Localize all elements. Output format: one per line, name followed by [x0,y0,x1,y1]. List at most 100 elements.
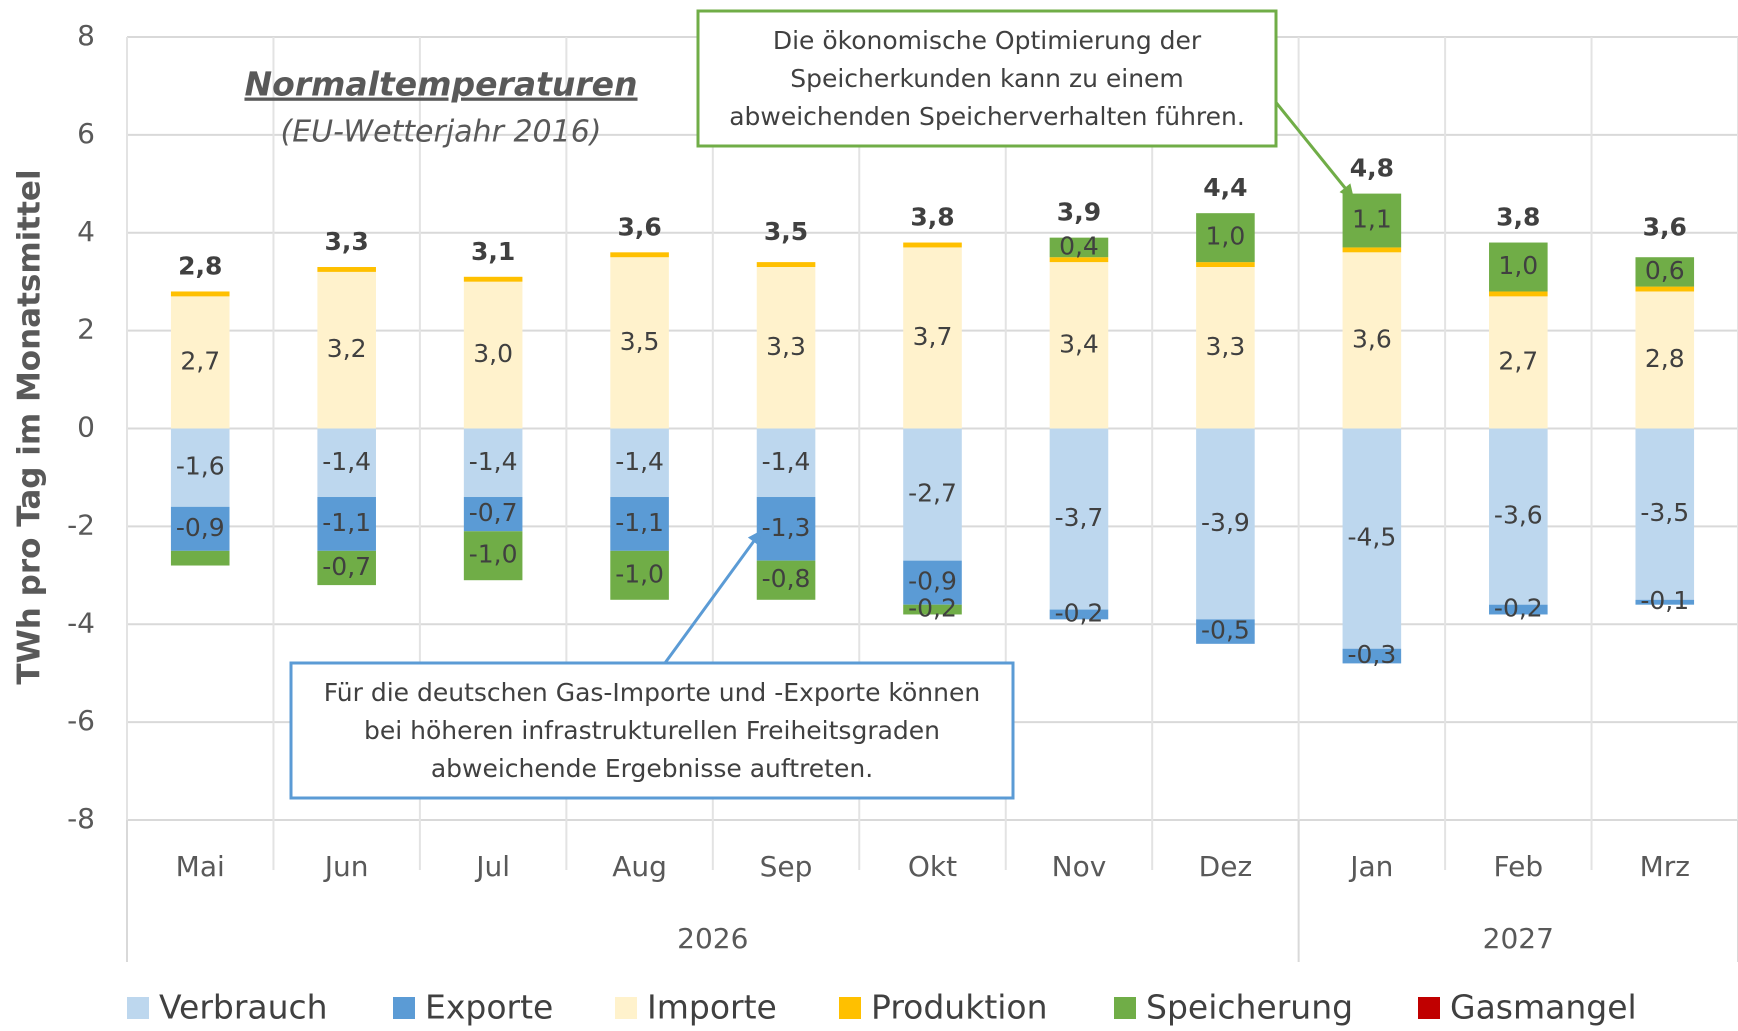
legend-label: Verbrauch [159,988,328,1027]
bar-segment [1635,291,1695,429]
bar-segment [1489,242,1548,292]
y-tick-label: -4 [67,606,95,639]
bar-segment [903,247,962,429]
y-tick-label: 0 [77,411,95,444]
bar-segment [1049,428,1109,610]
x-tick-label: Sep [760,850,813,883]
data-label: 2,7 [1498,346,1538,375]
data-label: -2,7 [908,479,957,508]
legend-swatch [1418,997,1440,1019]
bar-segment [1635,428,1695,600]
subtitle-note: (EU-Wetterjahr 2016) [280,115,601,150]
bar-segment [756,560,816,600]
data-label: -1,3 [762,513,811,542]
data-label: 0,4 [1059,231,1099,260]
legend-swatch [1114,997,1136,1019]
bar-segment [463,276,523,282]
y-tick-label: 2 [77,313,95,346]
data-label: -0,3 [1347,640,1396,669]
data-label: -1,1 [615,508,664,537]
data-label: 1,0 [1498,251,1538,280]
bar-segment [170,291,230,297]
bar-segment [903,428,962,561]
y-tick-label: 8 [77,19,95,52]
data-label: -3,5 [1640,498,1689,527]
bar-segment [1635,257,1695,287]
data-label: -1,1 [322,508,371,537]
data-label: 3,2 [327,334,367,363]
total-label: 4,4 [1203,173,1247,202]
legend-swatch [615,997,637,1019]
data-label: -0,7 [322,552,371,581]
bar-segment [1196,267,1255,429]
bar-segment [170,296,230,429]
bar-segment [1489,291,1548,297]
bar-segment [1196,428,1255,620]
data-label: 3,6 [1352,324,1392,353]
annotation-text: Für die deutschen Gas-Importe und -Expor… [324,678,980,707]
x-tick-label: Aug [612,850,667,883]
total-label: 3,8 [1496,203,1540,232]
bar-segment [463,281,523,429]
legend-swatch [127,997,149,1019]
bar-segment [903,560,962,605]
y-tick-label: -6 [67,704,95,737]
legend-label: Exporte [425,988,553,1027]
bar-segment [1342,247,1402,253]
x-tick-label: Dez [1199,850,1252,883]
x-tick-label: Okt [908,850,957,883]
bar-segment [317,428,376,498]
data-label: 3,3 [766,332,806,361]
bar-segment [1342,193,1402,248]
bar-segment [170,506,230,551]
x-tick-label: Jun [323,850,369,883]
data-label: 1,0 [1206,222,1246,251]
arrow-head [747,530,762,546]
data-label: 3,4 [1059,329,1099,358]
annotation-arrow [663,529,764,664]
total-label: 3,9 [1057,198,1101,227]
data-label: -0,1 [1640,586,1689,615]
bar-segment [1049,237,1109,258]
bar-segment [756,428,816,498]
subtitle: Normaltemperaturen [244,65,637,104]
bar-segment [1049,609,1109,620]
total-label: 4,8 [1350,154,1394,183]
annotation-text: bei höheren infrastrukturellen Freiheits… [364,716,940,745]
annotation-box [696,9,1278,148]
bar-segment [1196,262,1255,268]
x-tick-label: Nov [1052,850,1107,883]
data-label: 3,3 [1206,332,1246,361]
annotation-box [289,661,1015,800]
data-label: -3,6 [1494,501,1543,530]
bar-segment [1635,599,1695,605]
bar-segment [756,497,816,561]
total-label: 3,6 [1643,212,1687,241]
annotation-arrow [1272,99,1356,200]
bar-segment [1489,604,1548,615]
data-label: -0,2 [1055,598,1104,627]
bar-segment [1489,296,1548,429]
data-label: -0,9 [176,513,225,542]
bar-segment [1342,648,1402,664]
annotation-text: Die ökonomische Optimierung der [773,26,1202,55]
bar-segment [170,550,230,566]
bar-segment [1049,257,1109,263]
x-tick-label: Jul [474,850,510,883]
bar-segment [610,497,669,551]
x-tick-label: Mrz [1640,850,1690,883]
data-label: -1,6 [176,452,225,481]
data-label: -1,4 [615,447,664,476]
bar-segment [170,428,230,507]
bar-segment [756,262,816,268]
data-label: -1,4 [762,447,811,476]
bar-segment [610,550,669,600]
annotation-text: abweichenden Speicherverhalten führen. [729,102,1245,131]
bar-segment [317,497,376,551]
bar-segment [1196,619,1255,644]
y-tick-label: 4 [77,215,95,248]
data-label: 3,7 [913,322,953,351]
y-tick-label: -2 [67,508,95,541]
y-tick-label: 6 [77,117,95,150]
x-tick-label: Feb [1494,850,1544,883]
